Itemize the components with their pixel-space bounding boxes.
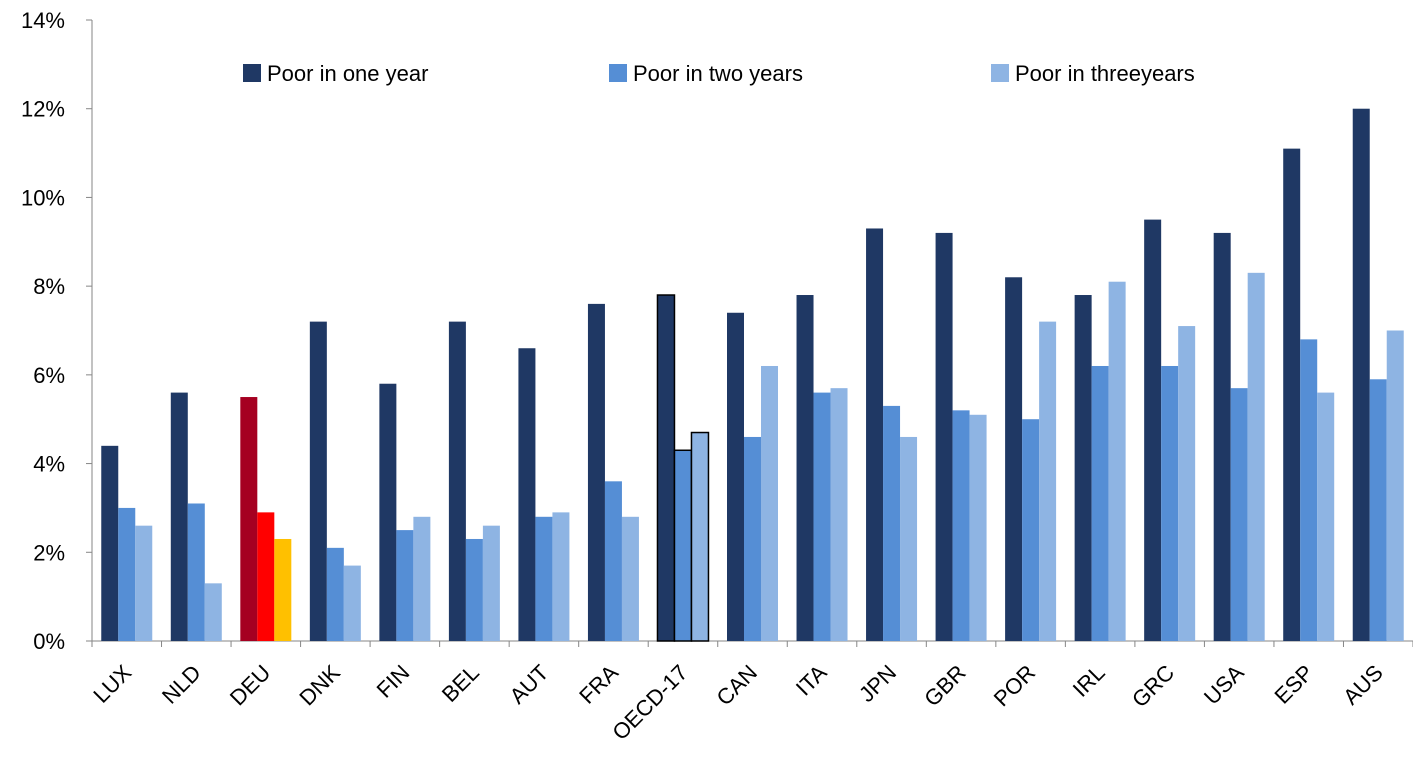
bar-deu-series-2	[257, 512, 275, 641]
x-tick-label: POR	[989, 660, 1040, 711]
x-tick-label: USA	[1199, 660, 1249, 710]
legend-swatch-2	[609, 64, 627, 82]
bar-oecd-17-series-3	[690, 431, 710, 642]
bar-bel-series-3	[482, 525, 500, 641]
bar-nld-series-3	[204, 583, 222, 641]
bar-can-series-2	[744, 436, 761, 641]
y-tick-label: 10%	[21, 185, 65, 210]
bar-por-series-1	[1005, 277, 1023, 641]
y-tick-labels: 0% 2% 4% 6% 8% 10% 12% 14%	[21, 8, 65, 654]
x-tick-label: NLD	[157, 660, 206, 709]
x-tick-label: AUT	[505, 660, 554, 709]
bar-fin-series-2	[396, 530, 414, 641]
bar-jpn-series-3	[900, 436, 918, 641]
x-tick-label: FIN	[372, 660, 415, 703]
bar-por-series-3	[1039, 321, 1057, 641]
bar-deu-series-1	[240, 397, 258, 641]
bar-esp-series-2	[1300, 339, 1318, 641]
legend-swatch-1	[243, 64, 261, 82]
bar-grc-series-3	[1178, 326, 1196, 641]
bar-nld-series-2	[187, 503, 205, 641]
x-tick-label: ITA	[791, 660, 832, 701]
bar-fra-series-3	[621, 516, 639, 641]
bar-lux-series-1	[101, 445, 119, 641]
x-tick-label: AUS	[1338, 660, 1388, 710]
bar-grc-series-1	[1144, 219, 1162, 641]
bar-por-series-2	[1022, 419, 1040, 641]
bar-lux-series-2	[118, 507, 136, 641]
bar-esp-series-3	[1317, 392, 1335, 641]
bar-esp-series-1	[1283, 148, 1301, 641]
bar-bel-series-1	[448, 321, 466, 641]
bar-jpn-series-2	[883, 405, 901, 641]
x-tick-label: JPN	[854, 660, 901, 707]
x-tick-label: BEL	[437, 660, 484, 707]
x-tick-label: GRC	[1127, 660, 1179, 712]
y-tick-label: 2%	[33, 540, 65, 565]
bar-usa-series-3	[1247, 272, 1265, 641]
bar-ita-series-1	[796, 295, 814, 641]
legend-swatch-3	[991, 64, 1009, 82]
x-tick-label: LUX	[88, 660, 136, 708]
bar-lux-series-3	[135, 525, 153, 641]
legend-label-2: Poor in two years	[633, 61, 803, 86]
bar-fra-series-1	[587, 303, 605, 641]
bar-aut-series-2	[535, 516, 553, 641]
bar-usa-series-2	[1230, 388, 1248, 641]
y-tick-label: 4%	[33, 452, 65, 477]
bar-aus-series-2	[1369, 379, 1387, 641]
y-tick-label: 6%	[33, 363, 65, 388]
bar-usa-series-1	[1213, 232, 1231, 641]
bar-fin-series-3	[413, 516, 431, 641]
y-tick-label: 0%	[33, 629, 65, 654]
bar-gbr-series-2	[952, 410, 970, 641]
legend-label-1: Poor in one year	[267, 61, 428, 86]
bar-can-series-3	[761, 365, 778, 641]
bar-dnk-series-1	[309, 321, 327, 641]
x-tick-label: GBR	[919, 660, 970, 711]
bar-aut-series-3	[552, 512, 570, 641]
bar-oecd-17-series-2	[673, 449, 693, 642]
x-tick-label: ESP	[1269, 660, 1318, 709]
bar-can-series-1	[727, 312, 744, 641]
bar-ita-series-3	[830, 388, 848, 641]
x-tick-label: CAN	[712, 660, 763, 711]
x-tick-label: DEU	[225, 660, 276, 711]
legend-label-3: Poor in threeyears	[1015, 61, 1195, 86]
y-tick-label: 8%	[33, 274, 65, 299]
bar-fra-series-2	[604, 481, 622, 641]
bar-bel-series-2	[465, 538, 483, 641]
bar-gbr-series-3	[969, 414, 987, 641]
bar-fin-series-1	[379, 383, 397, 641]
bar-oecd-17-series-1	[656, 294, 676, 642]
bar-aus-series-1	[1352, 108, 1370, 641]
bar-dnk-series-3	[343, 565, 361, 641]
bar-grc-series-2	[1161, 365, 1179, 641]
legend: Poor in one year Poor in two years Poor in…	[243, 61, 1195, 86]
bar-ita-series-2	[813, 392, 831, 641]
x-tick-label: FRA	[574, 660, 623, 709]
bar-aus-series-3	[1386, 330, 1404, 641]
bar-aut-series-1	[518, 348, 536, 641]
y-tick-label: 14%	[21, 8, 65, 33]
bar-nld-series-1	[170, 392, 188, 641]
bar-deu-series-3	[274, 538, 292, 641]
x-tick-label: IRL	[1068, 660, 1110, 702]
x-tick-label: OECD-17	[607, 660, 692, 745]
x-tick-label: DNK	[294, 660, 345, 711]
bars	[101, 108, 1404, 642]
y-tick-label: 12%	[21, 97, 65, 122]
bar-gbr-series-1	[935, 232, 953, 641]
bar-irl-series-3	[1108, 281, 1126, 641]
bar-jpn-series-1	[866, 228, 884, 641]
bar-irl-series-1	[1074, 295, 1092, 641]
bar-irl-series-2	[1091, 365, 1109, 641]
bar-dnk-series-2	[326, 547, 344, 641]
